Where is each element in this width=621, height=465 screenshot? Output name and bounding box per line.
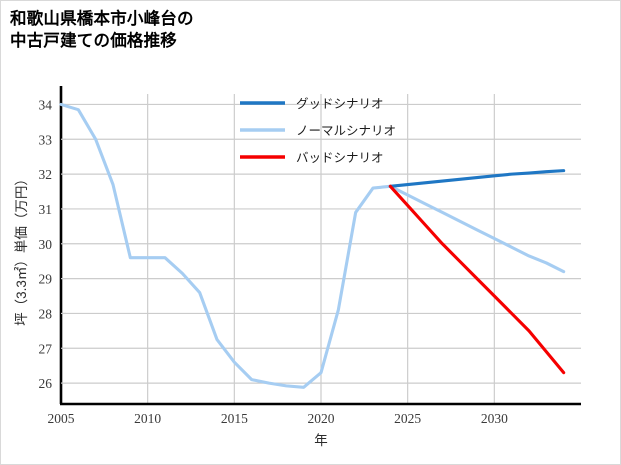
x-tick-label: 2020: [308, 411, 335, 426]
x-tick-label: 2025: [394, 411, 421, 426]
y-tick-label: 31: [39, 202, 53, 217]
y-tick-label: 33: [39, 132, 53, 147]
y-tick-labels-group: 26 27 28 29 30 31 32 33 34: [39, 97, 66, 391]
chart-title: 和歌山県橋本市小峰台の 中古戸建ての価格推移: [10, 8, 430, 53]
x-tick-label: 2010: [134, 411, 161, 426]
x-tick-label: 2005: [48, 411, 75, 426]
legend-label: グッドシナリオ: [296, 97, 384, 111]
y-tick-label: 27: [39, 341, 53, 356]
series-line: [388, 184, 566, 375]
y-tick-label: 34: [39, 97, 53, 112]
chart-title-line-2: 中古戸建ての価格推移: [10, 32, 177, 51]
gridlines-group: [60, 94, 581, 404]
y-tick-label: 30: [39, 237, 53, 252]
y-tick-label: 26: [39, 376, 53, 391]
x-tick-label: 2030: [481, 411, 508, 426]
y-tick-label: 29: [39, 272, 53, 287]
legend-label: バッドシナリオ: [296, 151, 384, 165]
x-axis-title: 年: [314, 433, 328, 448]
series-line: [388, 169, 566, 188]
legend-label: ノーマルシナリオ: [296, 124, 396, 138]
y-axis-title: 坪（3.3㎡）単価（万円）: [14, 172, 29, 326]
axis-titles-group: 年 坪（3.3㎡）単価（万円）: [14, 172, 328, 448]
series-lines-group: [59, 102, 566, 389]
chart-title-line-1: 和歌山県橋本市小峰台の: [10, 10, 194, 28]
x-tick-label: 2015: [221, 411, 248, 426]
y-tick-label: 32: [39, 167, 53, 182]
y-tick-label: 28: [39, 306, 53, 321]
series-line: [59, 102, 566, 389]
x-tick-labels-group: 2005 2010 2015 2020 2025 2030: [48, 411, 509, 426]
